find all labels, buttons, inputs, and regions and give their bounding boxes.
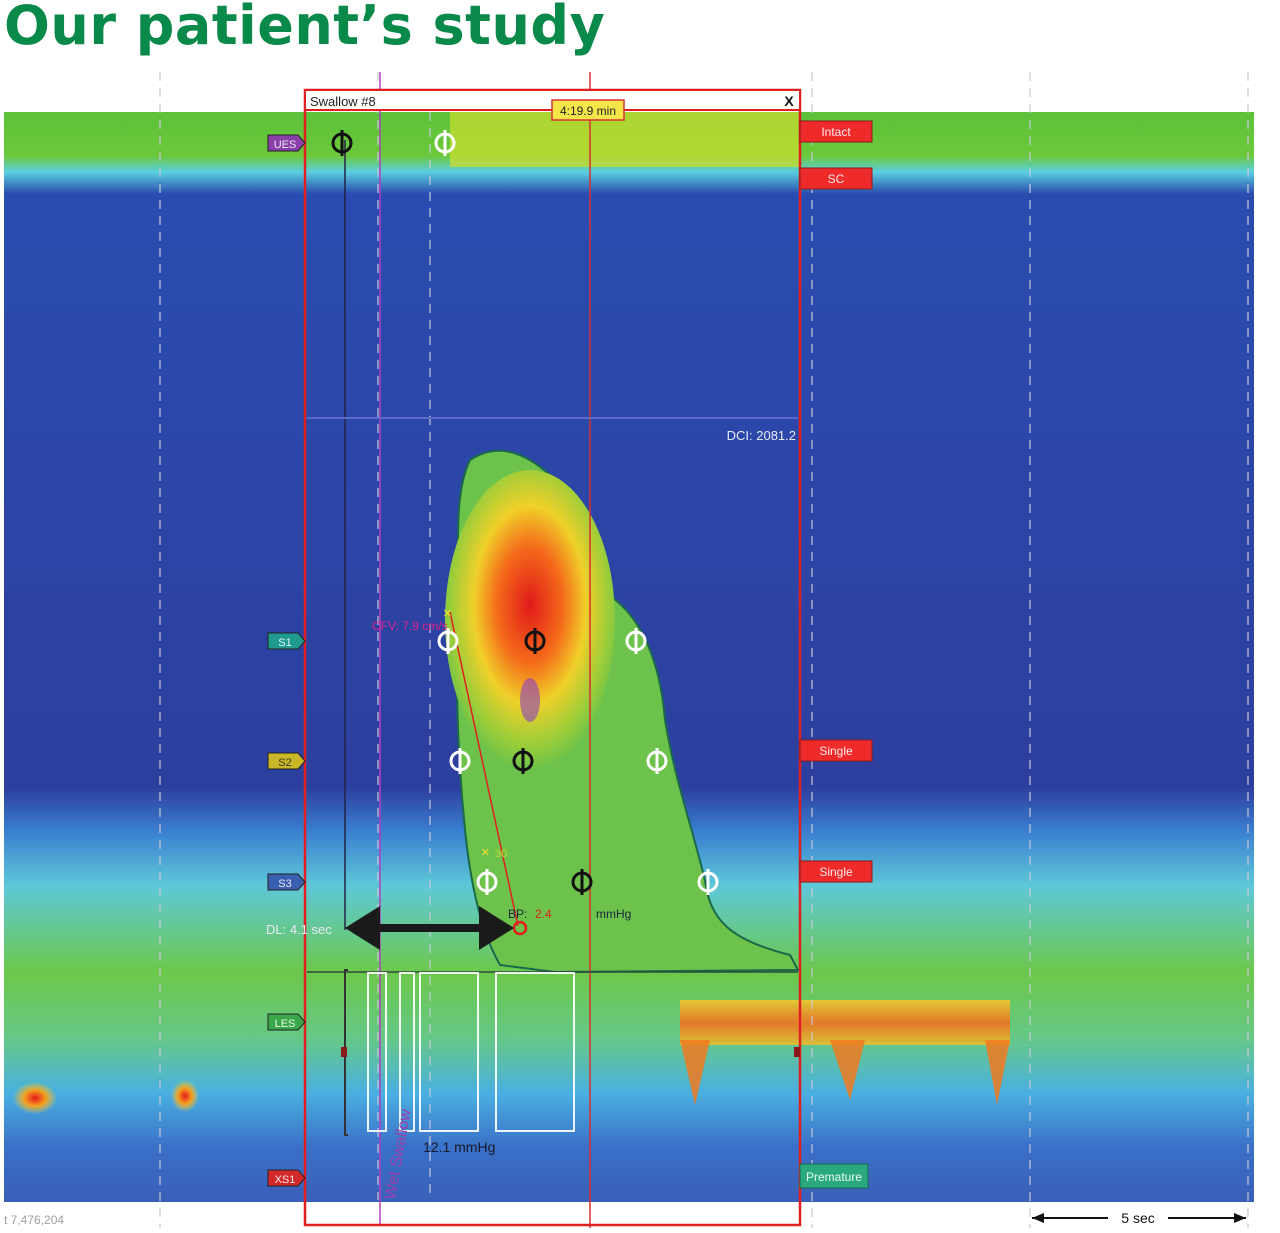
bp-unit: mmHg [596,907,631,921]
channel-label-s3: S3 [278,878,291,890]
bp-label: BP: [508,907,527,921]
hot-spot-left [13,1082,57,1114]
bp-value: 2.4 [535,907,552,921]
channel-tag-shape [267,1169,306,1187]
marker-s3-white-left[interactable] [476,869,498,895]
swallow-window-title: Swallow #8 [310,94,376,109]
tag-single-s2-label: Single [819,744,853,758]
dci-label: DCI: 2081.2 [727,428,796,443]
channel-marker-les[interactable]: LES [267,1013,306,1031]
cfv-cross-bottom: × [481,844,490,861]
irp-value: 12.1 mmHg [423,1139,495,1155]
channel-marker-ues[interactable]: UES [267,134,306,152]
contraction-purple-center [520,678,540,722]
tag-sc-label: SC [828,172,845,186]
hot-spot-left-2 [171,1080,199,1112]
dl-double-arrow [345,906,514,950]
les-band-spikes [680,1040,1010,1105]
marker-ues-black[interactable] [331,130,353,156]
marker-ues-white[interactable] [434,130,456,156]
channel-tag-shape [267,1013,306,1031]
marker-s1-black[interactable] [524,628,546,654]
tag-sc[interactable]: SC [799,167,873,190]
marker-s2-black[interactable] [512,748,534,774]
time-marker-label: 4:19.9 min [560,104,616,118]
channel-marker-s3[interactable]: S3 [267,873,306,891]
marker-s2-white-left[interactable] [449,748,471,774]
close-button[interactable] [780,92,798,109]
contraction-markers[interactable] [331,130,719,895]
time-scale-label: 5 sec [1121,1210,1154,1226]
cfv-label: CFV: 7.9 cm/s [372,619,448,633]
tag-intact[interactable]: Intact [799,120,873,143]
tag-single-s2[interactable]: Single [799,739,873,762]
dl-label: DL: 4.1 sec [266,922,332,937]
iso-value-bottom: 30 [495,848,507,860]
iso-value-top: 30 [457,609,469,621]
channel-tag-shape [267,873,306,891]
irp-boxes [367,972,575,1132]
marker-s3-white-right[interactable] [697,869,719,895]
channel-tag-shape [267,134,306,152]
close-icon[interactable]: X [784,93,794,109]
les-marker-right [794,1047,800,1057]
tag-single-s3[interactable]: Single [799,860,873,883]
channel-label-s2: S2 [278,757,291,769]
channel-label-s1: S1 [278,637,291,649]
channel-label-ues: UES [274,139,297,151]
page-title: Our patient’s study [4,0,606,57]
marker-s3-black[interactable] [571,869,593,895]
les-marker-left [341,1047,347,1057]
channel-label-les: LES [275,1018,296,1030]
tag-premature-label: Premature [806,1170,862,1184]
cfv-line [449,611,519,927]
marker-s1-white-left[interactable] [437,628,459,654]
time-scale-bar [1032,1213,1246,1223]
marker-s1-white-right[interactable] [625,628,647,654]
channel-marker-xs1[interactable]: XS1 [267,1169,306,1187]
les-band [680,1000,1010,1045]
time-gridlines [159,72,1249,1228]
tag-premature[interactable]: Premature [799,1163,869,1189]
sample-counter: t 7,476,204 [4,1213,64,1227]
contraction-hot-core [445,470,615,770]
cfv-cross-top: × [443,605,452,622]
channel-tag-shape [267,632,306,650]
marker-s2-white-right[interactable] [646,748,668,774]
ues-high-pressure-band [450,112,800,167]
channel-tag-shape [267,752,306,770]
channel-label-xs1: XS1 [275,1174,296,1186]
tag-intact-label: Intact [821,125,851,139]
channel-marker-s1[interactable]: S1 [267,632,306,650]
channel-marker-s2[interactable]: S2 [267,752,306,770]
tag-single-s3-label: Single [819,865,853,879]
time-marker-box [551,99,625,121]
